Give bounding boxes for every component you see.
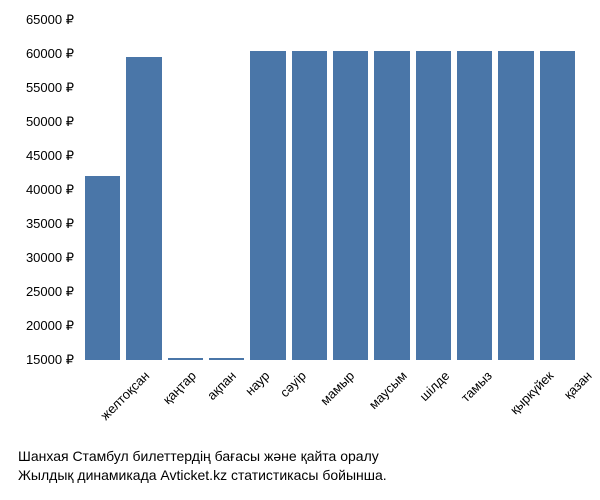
bars-area — [80, 20, 580, 360]
bar — [498, 51, 533, 360]
caption-line-2: Жылдық динамикада Avticket.kz статистика… — [18, 466, 387, 486]
bar — [374, 51, 409, 360]
bar — [457, 51, 492, 360]
x-tick-label: тамыз — [458, 368, 495, 405]
x-tick-label: қыркүйек — [507, 368, 556, 417]
bar — [333, 51, 368, 360]
x-tick-label: желтоқсан — [97, 368, 152, 423]
x-tick-label: мамыр — [317, 368, 357, 408]
x-tick-label: сәуір — [277, 368, 309, 400]
x-labels: желтоқсанқаңтарақпаннаурсәуірмамырмаусым… — [80, 360, 580, 375]
bar — [85, 176, 120, 360]
y-tick-label: 60000 ₽ — [26, 46, 74, 62]
y-tick-label: 65000 ₽ — [26, 12, 74, 28]
x-tick-label: наур — [243, 368, 273, 398]
caption-line-1: Шанхая Стамбул билеттердің бағасы және қ… — [18, 447, 387, 467]
chart-area — [80, 20, 580, 360]
bar — [250, 51, 285, 360]
y-tick-label: 55000 ₽ — [26, 80, 74, 96]
y-tick-label: 35000 ₽ — [26, 216, 74, 232]
x-tick-label: қаңтар — [160, 368, 199, 407]
y-axis: 15000 ₽20000 ₽25000 ₽30000 ₽35000 ₽40000… — [0, 20, 78, 360]
x-tick-label: қазан — [561, 368, 595, 402]
bar — [416, 51, 451, 360]
y-tick-label: 30000 ₽ — [26, 250, 74, 266]
bar — [126, 57, 161, 360]
y-tick-label: 40000 ₽ — [26, 182, 74, 198]
y-tick-label: 45000 ₽ — [26, 148, 74, 164]
y-tick-label: 25000 ₽ — [26, 284, 74, 300]
x-axis: желтоқсанқаңтарақпаннаурсәуірмамырмаусым… — [80, 360, 580, 450]
bar — [540, 51, 575, 360]
x-tick-label: ақпан — [204, 368, 239, 403]
bar — [292, 51, 327, 360]
caption: Шанхая Стамбул билеттердің бағасы және қ… — [18, 447, 387, 486]
y-tick-label: 50000 ₽ — [26, 114, 74, 130]
y-tick-label: 15000 ₽ — [26, 352, 74, 368]
x-tick-label: маусым — [366, 368, 410, 412]
x-tick-label: шілде — [416, 368, 452, 404]
y-tick-label: 20000 ₽ — [26, 318, 74, 334]
